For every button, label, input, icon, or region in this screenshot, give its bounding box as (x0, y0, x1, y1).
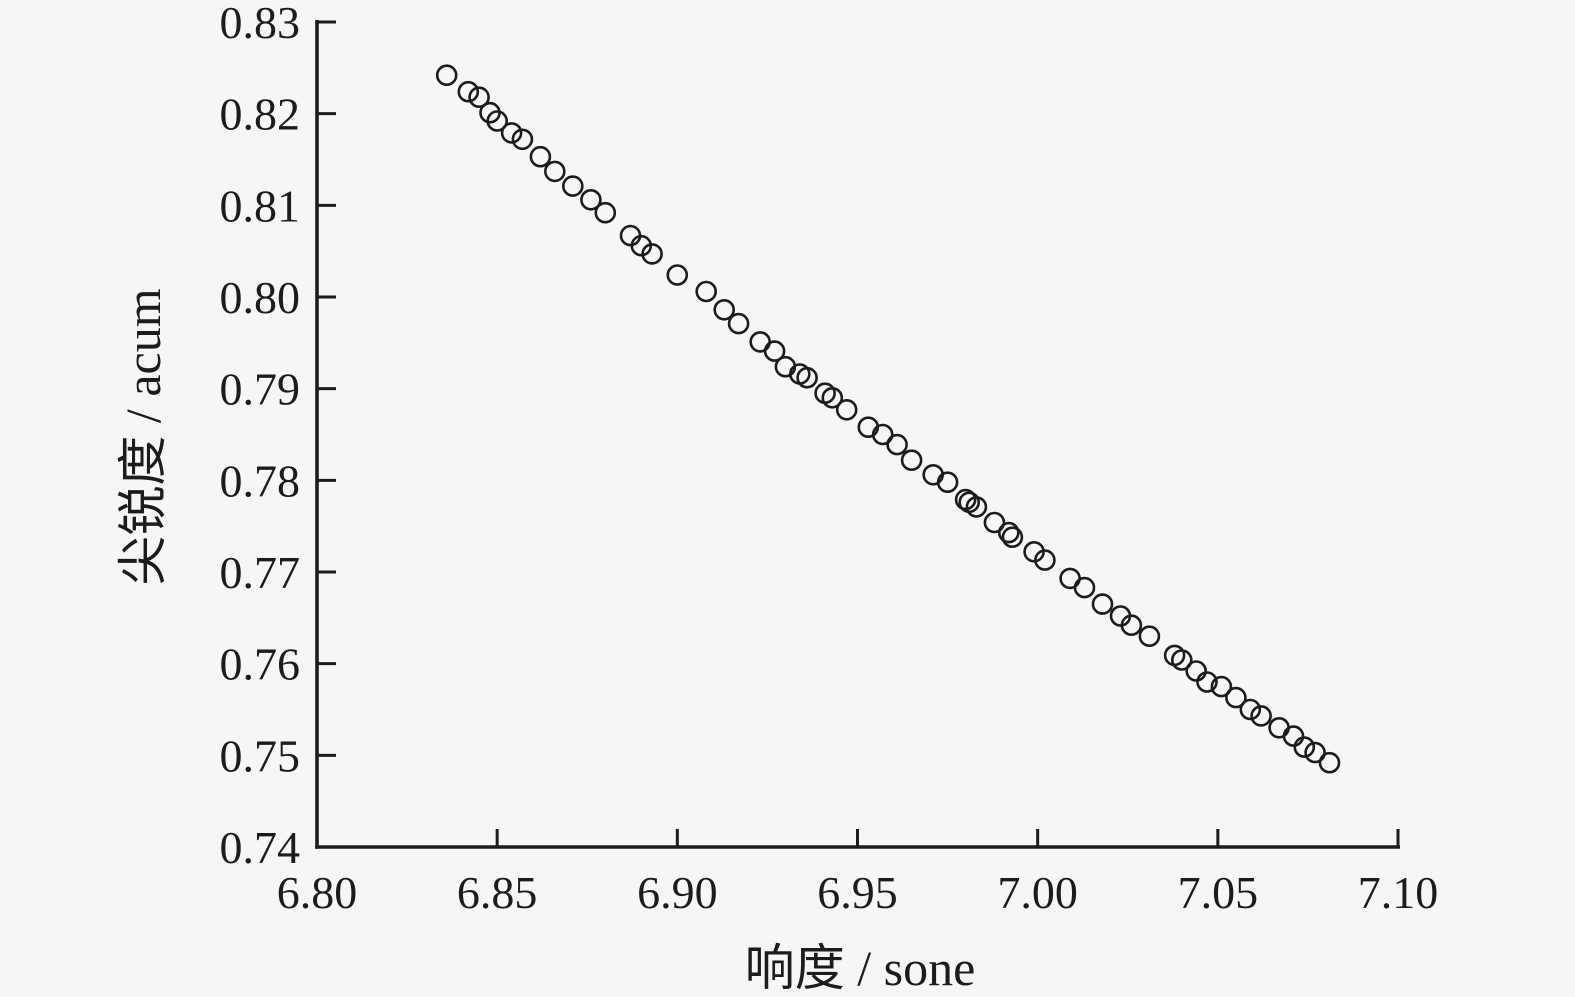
data-point (1059, 567, 1081, 590)
y-tick-label: 0.79 (220, 364, 301, 415)
x-tick-label: 6.85 (457, 867, 538, 918)
axes-spines (315, 20, 1400, 849)
y-axis-ticks: 0.74 0.75 0.76 0.77 0.78 0.79 0.80 0.81 0.82 0.83 (220, 0, 336, 873)
y-tick-label: 0.80 (220, 272, 301, 323)
data-point (796, 366, 818, 389)
y-tick-label: 0.75 (220, 730, 301, 781)
data-point (763, 340, 786, 362)
data-point (695, 280, 718, 303)
data-point (580, 189, 602, 211)
data-point (835, 398, 858, 421)
x-tick-label: 7.05 (1178, 867, 1259, 918)
y-tick-label: 0.83 (220, 0, 301, 48)
data-point (1210, 675, 1233, 698)
data-point (1171, 649, 1193, 671)
y-tick-label: 0.77 (220, 547, 301, 598)
data-point (1091, 593, 1114, 615)
data-point (594, 201, 617, 224)
data-point (936, 471, 959, 494)
data-point (1239, 698, 1262, 721)
y-tick-label: 0.76 (220, 639, 301, 690)
data-point (900, 449, 923, 472)
x-axis-title: 响度 / sone (745, 940, 976, 996)
data-point (954, 488, 977, 511)
data-point (965, 496, 988, 518)
data-point (561, 175, 584, 197)
data-point (468, 86, 490, 108)
x-tick-label: 7.10 (1358, 867, 1439, 918)
data-point (1001, 526, 1024, 549)
data-points (435, 64, 1341, 774)
data-point (511, 128, 534, 151)
data-point (641, 243, 663, 265)
data-point (543, 160, 566, 183)
data-point (619, 224, 642, 247)
data-point (1120, 614, 1143, 637)
y-tick-label: 0.78 (220, 455, 301, 506)
data-point (1268, 716, 1290, 739)
y-tick-label: 0.74 (220, 822, 301, 873)
data-point (435, 64, 458, 86)
data-point (1293, 736, 1316, 758)
data-point (749, 331, 772, 353)
data-point (1138, 625, 1161, 648)
x-axis-ticks: 6.80 6.85 6.90 6.95 7.00 7.05 7.10 (277, 829, 1439, 918)
data-point (1304, 741, 1326, 764)
data-point (1185, 660, 1207, 682)
data-point (871, 423, 894, 446)
x-tick-label: 6.95 (817, 867, 898, 918)
data-point (1250, 705, 1272, 727)
data-point (457, 80, 480, 103)
data-point (486, 110, 509, 132)
data-point (821, 386, 844, 409)
y-tick-label: 0.82 (220, 89, 301, 140)
data-point (1318, 751, 1341, 774)
data-point (1034, 549, 1056, 571)
data-point (1225, 686, 1247, 709)
data-point (1282, 725, 1305, 747)
data-point (666, 264, 689, 286)
x-tick-label: 6.90 (637, 867, 718, 918)
data-point (997, 521, 1020, 544)
data-point (727, 312, 750, 335)
data-point (983, 511, 1006, 534)
data-point (500, 122, 523, 144)
data-point (529, 145, 552, 168)
data-point (1196, 671, 1218, 693)
x-tick-label: 6.80 (277, 867, 358, 918)
y-tick-label: 0.81 (220, 180, 301, 231)
data-point (886, 433, 908, 456)
data-point (1073, 576, 1096, 599)
x-tick-label: 7.00 (997, 867, 1078, 918)
y-axis-title: 尖锐度 / acum (115, 288, 171, 585)
data-point (713, 298, 736, 321)
